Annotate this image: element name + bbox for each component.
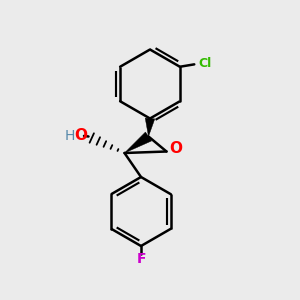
Polygon shape — [124, 132, 152, 153]
Text: H: H — [64, 129, 75, 143]
Text: O: O — [169, 141, 183, 156]
Text: F: F — [136, 252, 146, 266]
Text: Cl: Cl — [199, 57, 212, 70]
Text: O: O — [74, 128, 88, 143]
Polygon shape — [145, 118, 155, 136]
